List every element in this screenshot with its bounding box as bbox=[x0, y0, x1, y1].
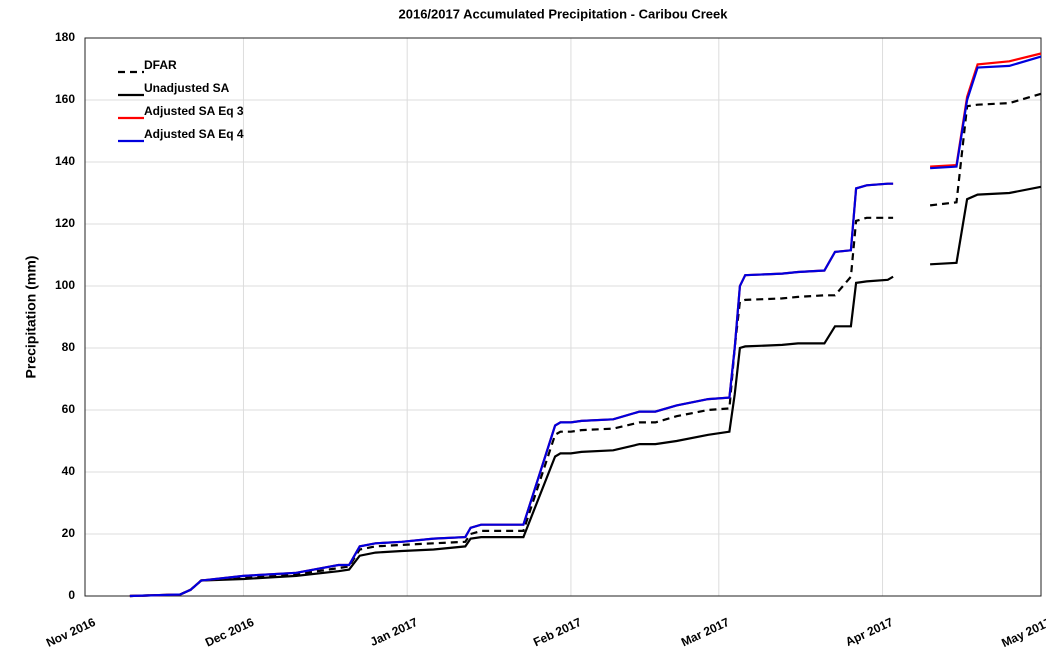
y-tick-label: 180 bbox=[55, 30, 75, 44]
series-line bbox=[129, 92, 1042, 598]
y-tick-label: 20 bbox=[62, 526, 76, 540]
y-tick-label: 100 bbox=[55, 278, 75, 292]
legend-label: Adjusted SA Eq 3 bbox=[144, 104, 244, 118]
y-tick-label: 160 bbox=[55, 92, 75, 106]
legend-label: Unadjusted SA bbox=[144, 81, 230, 95]
legend-label: DFAR bbox=[144, 58, 177, 72]
plot-area bbox=[85, 38, 1041, 596]
legend-label: Adjusted SA Eq 4 bbox=[144, 127, 244, 141]
y-tick-label: 60 bbox=[62, 402, 76, 416]
series-line bbox=[129, 55, 1042, 598]
y-tick-label: 40 bbox=[62, 464, 76, 478]
series-line bbox=[129, 185, 1042, 598]
y-axis-label: Precipitation (mm) bbox=[23, 256, 39, 379]
chart-title: 2016/2017 Accumulated Precipitation - Ca… bbox=[399, 6, 729, 21]
y-tick-label: 140 bbox=[55, 154, 75, 168]
y-tick-label: 120 bbox=[55, 216, 75, 230]
y-tick-label: 0 bbox=[68, 588, 75, 602]
y-tick-label: 80 bbox=[62, 340, 76, 354]
plot-frame bbox=[84, 37, 1042, 597]
